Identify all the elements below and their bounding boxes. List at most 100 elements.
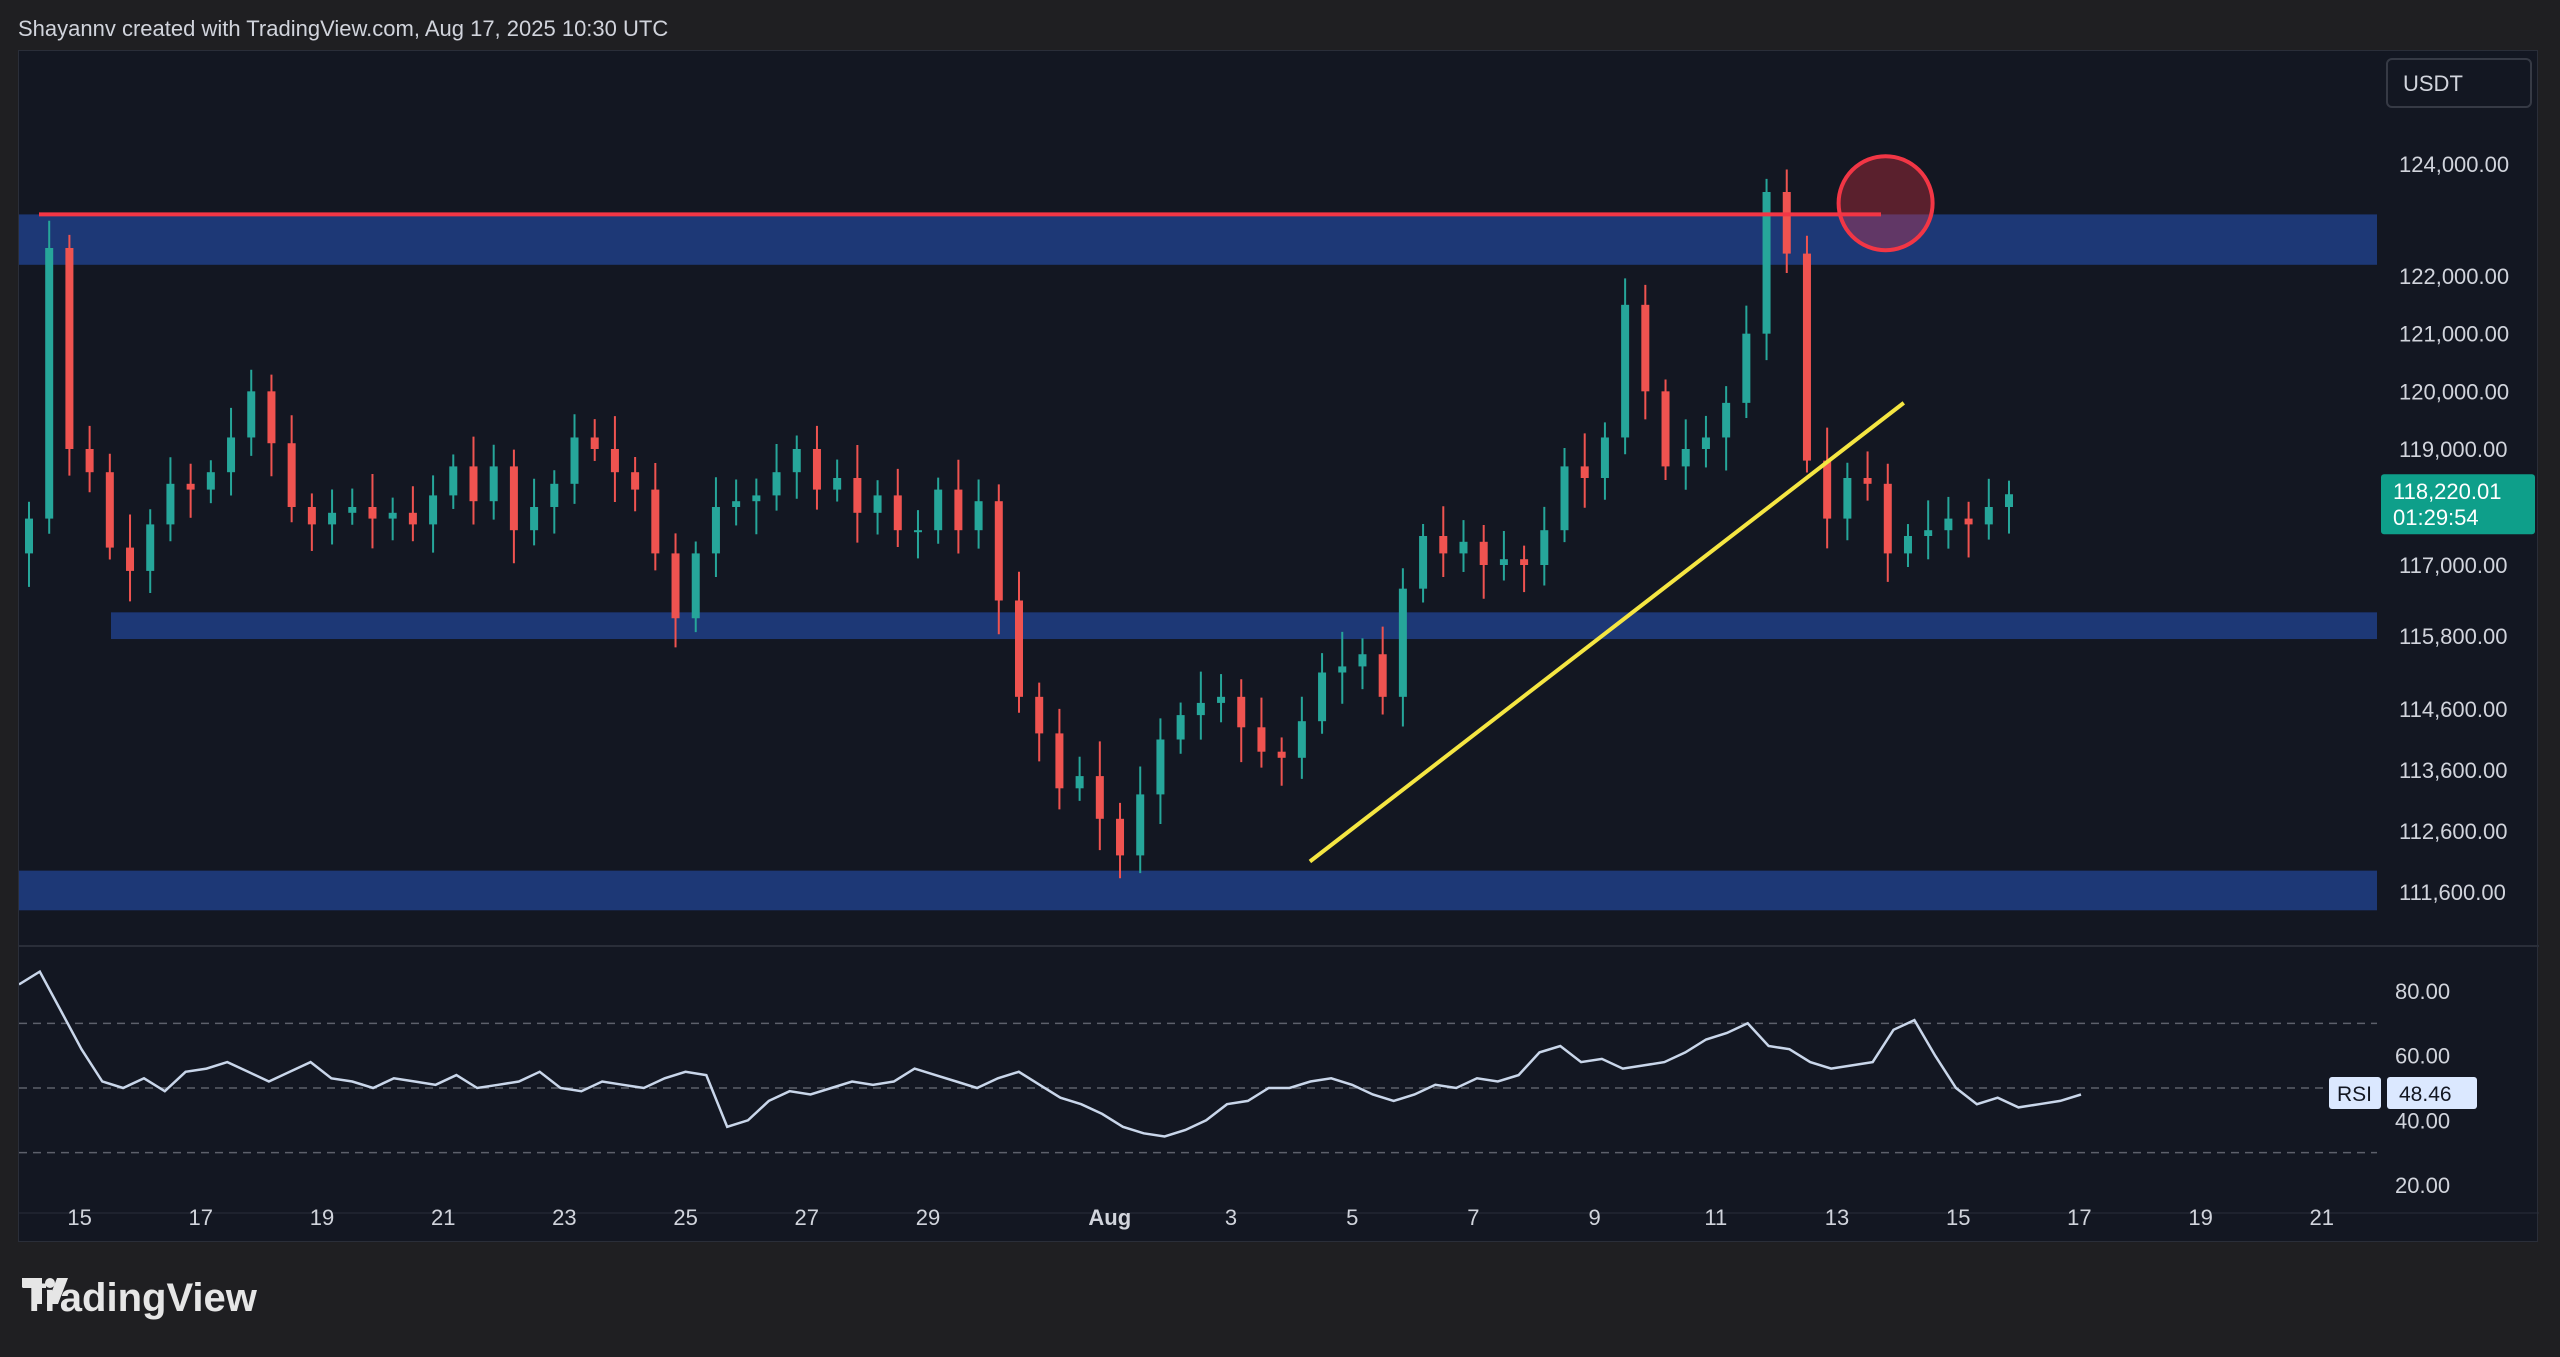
candle[interactable] [267,374,276,477]
candle[interactable] [1237,679,1246,763]
support-resistance-zone[interactable] [19,214,2377,265]
candle[interactable] [1924,500,1933,560]
candle[interactable] [1883,463,1892,582]
candle[interactable] [429,475,438,553]
candle[interactable] [1621,278,1630,455]
candle[interactable] [1277,737,1286,786]
candle[interactable] [449,454,458,509]
candle[interactable] [772,444,781,511]
candle[interactable] [1136,766,1145,874]
candle[interactable] [1257,697,1266,768]
support-resistance-zone[interactable] [19,870,2377,911]
candle[interactable] [227,407,236,496]
candle[interactable] [590,419,599,461]
candle[interactable] [1398,568,1407,727]
candle[interactable] [1378,626,1387,715]
candle[interactable] [1762,178,1771,361]
candle[interactable] [1681,419,1690,490]
price-chart-svg[interactable]: 124,000.00 122,000.00 121,000.00 120,000.00… [19,51,2539,1243]
candle[interactable] [25,501,33,587]
candle[interactable] [550,470,559,534]
candle[interactable] [1701,415,1710,468]
candle[interactable] [711,477,720,577]
candle[interactable] [1217,674,1226,723]
candle[interactable] [388,497,397,541]
candle[interactable] [1782,169,1791,273]
candle[interactable] [1641,284,1650,420]
candle[interactable] [994,484,1003,635]
tradingview-logo[interactable]: TradingView [22,1276,257,1321]
candle[interactable] [792,435,801,499]
candle[interactable] [853,444,862,543]
candle[interactable] [509,449,518,564]
rsi-line[interactable] [19,969,2082,1138]
candle[interactable] [1479,524,1488,599]
candle[interactable] [934,477,943,544]
candle[interactable] [489,444,498,520]
candle[interactable] [651,463,660,571]
candle[interactable] [631,457,640,512]
candle[interactable] [812,425,821,510]
candle[interactable] [1742,305,1751,418]
candle[interactable] [1318,653,1327,734]
candle[interactable] [530,478,539,546]
candle[interactable] [1297,696,1306,779]
candle[interactable] [1520,545,1529,593]
candle[interactable] [954,459,963,554]
candle[interactable] [1035,682,1044,762]
candle[interactable] [186,463,195,518]
candle[interactable] [348,488,357,525]
candle[interactable] [287,415,296,523]
candle[interactable] [85,425,94,493]
candle[interactable] [1722,386,1731,471]
candle[interactable] [570,414,579,504]
candle[interactable] [974,479,983,549]
candle[interactable] [206,460,215,504]
candle[interactable] [2005,480,2013,534]
candle[interactable] [1439,506,1448,577]
candle[interactable] [671,533,680,648]
candle[interactable] [1358,638,1367,690]
candle[interactable] [1863,451,1872,501]
candle[interactable] [1015,571,1023,713]
candle[interactable] [1116,802,1125,879]
candle[interactable] [1156,718,1165,825]
candle[interactable] [45,220,54,534]
candle[interactable] [833,459,842,502]
candle[interactable] [65,234,74,476]
candle[interactable] [1984,478,1993,540]
candle[interactable] [1055,708,1064,810]
candle[interactable] [408,486,417,542]
candle[interactable] [368,473,377,549]
candle[interactable] [1903,524,1912,568]
candle[interactable] [247,369,256,456]
candle[interactable] [146,509,155,594]
support-resistance-zone[interactable] [111,612,2377,640]
candle[interactable] [1196,671,1205,740]
candle[interactable] [1459,520,1468,572]
chart-frame[interactable]: 124,000.00 122,000.00 121,000.00 120,000.00… [18,50,2539,1243]
candle[interactable] [691,541,700,633]
candle[interactable] [328,489,337,545]
candle[interactable] [1823,427,1832,549]
candle[interactable] [1499,531,1508,581]
candle[interactable] [732,479,741,526]
candle[interactable] [1075,756,1084,801]
candle[interactable] [1843,462,1852,541]
highlight-circle[interactable] [1836,154,1935,253]
candle[interactable] [1580,433,1589,508]
candle[interactable] [893,468,902,548]
candle[interactable] [610,416,619,503]
candle[interactable] [873,480,882,535]
candle[interactable] [1176,702,1185,754]
candle[interactable] [752,478,761,535]
candle[interactable] [1560,447,1569,543]
trendline[interactable] [1308,401,1906,864]
candle[interactable] [469,436,478,525]
candle[interactable] [1338,631,1347,704]
candle[interactable] [1419,524,1428,603]
candle[interactable] [1944,496,1953,549]
candle[interactable] [166,457,175,542]
candle[interactable] [307,493,316,551]
candle[interactable] [1802,235,1811,473]
